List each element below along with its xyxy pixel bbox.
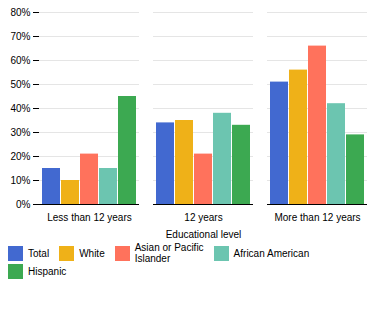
html-text:Asian or Pacific Islander: Asian or Pacific Islander bbox=[134, 242, 204, 264]
html-text:African American: African American bbox=[233, 247, 310, 259]
svg-text:12 years: 12 years bbox=[184, 212, 222, 223]
html-text:White: White bbox=[79, 247, 105, 259]
svg-text:10%: 10% bbox=[10, 175, 30, 186]
svg-text:50%: 50% bbox=[10, 79, 30, 90]
svg-text:Less than 12 years: Less than 12 years bbox=[47, 212, 132, 223]
svg-text:60%: 60% bbox=[10, 55, 30, 66]
html-text:Hispanic: Hispanic bbox=[28, 266, 67, 277]
svg-text:70%: 70% bbox=[10, 31, 30, 42]
svg-text:80%: 80% bbox=[10, 7, 30, 18]
svg-text:40%: 40% bbox=[10, 103, 30, 114]
svg-text:More than 12 years: More than 12 years bbox=[274, 212, 360, 223]
html-text:Total: Total bbox=[28, 247, 50, 259]
svg-text:30%: 30% bbox=[10, 127, 30, 138]
svg-text:Educational level: Educational level bbox=[166, 229, 242, 240]
svg-text:0%: 0% bbox=[16, 199, 31, 210]
svg-text:20%: 20% bbox=[10, 151, 30, 162]
